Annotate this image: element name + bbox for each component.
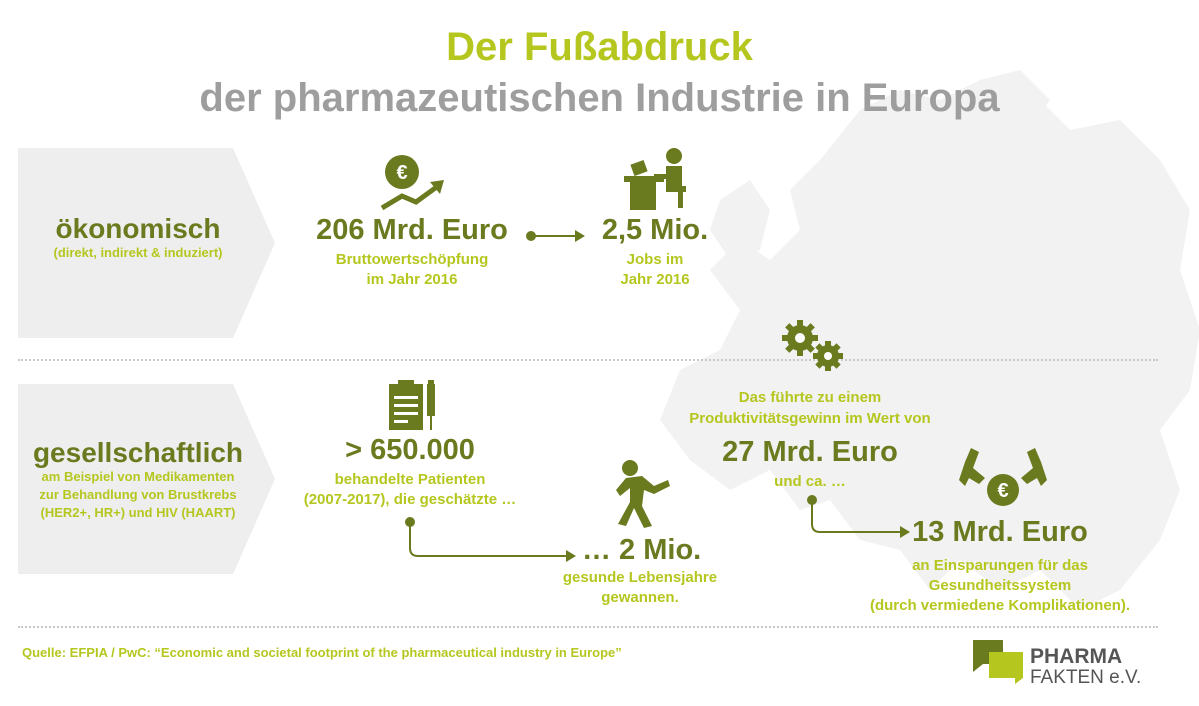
clipboard-syringe-icon — [389, 380, 435, 430]
economic-value-1: 206 Mrd. Euro — [316, 214, 508, 246]
societal-sub-line-2: zur Behandlung von Brustkrebs — [39, 487, 237, 502]
euro-growth-icon: € — [380, 155, 444, 211]
savings-value: 13 Mrd. Euro — [912, 516, 1088, 548]
svg-text:€: € — [997, 480, 1008, 502]
economic-desc-2-line-1: Jobs im — [626, 251, 684, 268]
societal-label: gesellschaftlich — [32, 437, 244, 468]
economic-value-2: 2,5 Mio. — [601, 214, 709, 246]
gears-icon — [782, 320, 843, 371]
svg-text:€: € — [396, 162, 407, 184]
productivity-line-2: Produktivitätsgewinn im Wert von — [689, 410, 931, 427]
productivity-line-1: Das führte zu einem — [738, 389, 882, 406]
europe-map-background — [660, 70, 1199, 610]
economic-desc-2-line-2: Jahr 2016 — [620, 271, 690, 288]
economic-panel — [18, 148, 233, 338]
years-line-2: gewannen. — [601, 589, 679, 606]
savings-line-1: an Einsparungen für das — [912, 557, 1088, 574]
economic-desc-1-line-2: im Jahr 2016 — [366, 271, 458, 288]
savings-line-2: Gesundheitssystem — [928, 577, 1072, 594]
patients-value: > 650.000 — [345, 434, 475, 466]
societal-panel-arrow — [233, 384, 275, 574]
savings-line-3: (durch vermiedene Komplikationen). — [869, 597, 1131, 614]
productivity-after: und ca. … — [774, 473, 846, 490]
logo-line-1: PHARMA — [1030, 645, 1123, 668]
economic-arrow — [526, 230, 585, 242]
title-line-2: der pharmazeutischen Industrie in Europa — [199, 76, 1000, 120]
worker-desk-icon — [624, 148, 686, 210]
economic-sublabel: (direkt, indirekt & induziert) — [53, 245, 223, 260]
years-value: … 2 Mio. — [582, 534, 702, 566]
societal-sub-line-1: am Beispiel von Medikamenten — [41, 469, 235, 484]
economic-desc-1-line-1: Bruttowertschöpfung — [335, 251, 489, 268]
years-line-1: gesunde Lebensjahre — [562, 569, 718, 586]
patients-to-years-arrow — [405, 517, 576, 562]
source-text: Quelle: EFPIA / PwC: “Economic and socie… — [22, 645, 622, 660]
productivity-value: 27 Mrd. Euro — [722, 436, 898, 468]
section-divider — [18, 359, 1158, 361]
hands-euro-icon: € — [959, 448, 1047, 506]
economic-label: ökonomisch — [55, 213, 221, 244]
footer-divider — [18, 626, 1158, 628]
productivity-to-savings-arrow — [807, 495, 910, 538]
running-person-icon — [616, 460, 670, 528]
logo-line-2: FAKTEN e.V. — [1030, 667, 1142, 688]
patients-line-1: behandelte Patienten — [334, 471, 486, 488]
title-line-1: Der Fußabdruck — [446, 25, 753, 69]
patients-line-2: (2007-2017), die geschätzte … — [303, 491, 517, 508]
societal-sub-line-3: (HER2+, HR+) und HIV (HAART) — [40, 505, 236, 520]
economic-panel-arrow — [233, 148, 275, 338]
pharma-fakten-logo-icon — [973, 640, 1023, 684]
societal-panel — [18, 384, 233, 574]
